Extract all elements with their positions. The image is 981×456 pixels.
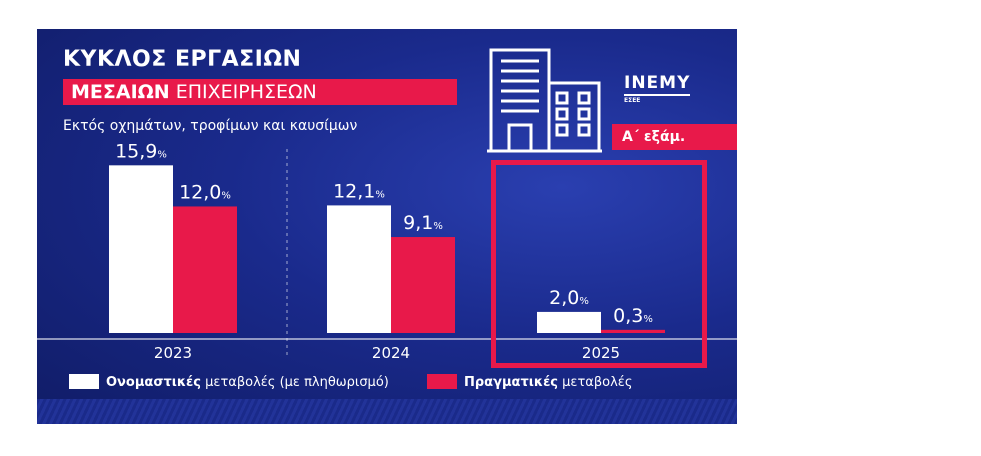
title: ΚΥΚΛΟΣ ΕΡΓΑΣΙΩΝ <box>63 47 302 72</box>
x-tick-label-2023: 2023 <box>154 344 192 362</box>
highlight-2025 <box>491 160 707 368</box>
data-label-2025-nominal: 2,0% <box>549 287 589 309</box>
data-label-2023-real: 12,0% <box>179 181 231 203</box>
legend-swatch-real <box>427 374 457 389</box>
logo-subtext: ΕΣΕΕ <box>624 97 690 104</box>
building-icon <box>487 48 602 153</box>
bar-2025-real <box>601 329 665 333</box>
subtitle-banner: ΜΕΣΑΙΩΝ ΕΠΙΧΕΙΡΗΣΕΩΝ <box>71 81 317 103</box>
legend-real-bold: Πραγματικές <box>464 375 559 390</box>
infographic-panel: ΚΥΚΛΟΣ ΕΡΓΑΣΙΩΝ ΜΕΣΑΙΩΝ ΕΠΙΧΕΙΡΗΣΕΩΝ Εκτ… <box>37 29 737 424</box>
x-tick-label-2025: 2025 <box>582 344 620 362</box>
legend-real-rest: μεταβολές <box>562 375 633 390</box>
inemy-logo: INEMY ΕΣΕΕ <box>624 73 691 104</box>
data-label-2023-nominal: 15,9% <box>115 140 167 162</box>
bar-2025-nominal <box>537 311 601 333</box>
chart-subtitle: Εκτός οχημάτων, τροφίμων και καυσίμων <box>63 118 358 134</box>
legend-nominal: Ονομαστικές μεταβολές (με πληθωρισμό) <box>69 374 389 390</box>
legend-swatch-nominal <box>69 374 99 389</box>
logo-org: ΕΣΕΕ <box>624 97 641 104</box>
data-label-2025-real: 0,3% <box>613 305 653 327</box>
bar-2023-nominal <box>109 165 173 333</box>
subtitle-rest: ΕΠΙΧΕΙΡΗΣΕΩΝ <box>175 81 317 103</box>
x-tick-label-2024: 2024 <box>372 344 410 362</box>
bar-chart: 15,9% 12,0% 2023 12,1% 9,1% 2024 2,0% 0,3% 2025 <box>37 140 737 362</box>
logo-text: INEMY <box>624 73 691 96</box>
subtitle-bold: ΜΕΣΑΙΩΝ <box>71 81 170 103</box>
bar-2024-nominal <box>327 205 391 333</box>
legend-nominal-bold: Ονομαστικές <box>106 375 201 390</box>
data-label-2024-nominal: 12,1% <box>333 180 385 202</box>
legend-real: Πραγματικές μεταβολές <box>427 374 632 390</box>
legend-nominal-rest: μεταβολές (με πληθωρισμό) <box>205 375 389 390</box>
period-badge: Α΄ εξάμ. <box>612 124 737 150</box>
title-bar <box>63 79 457 105</box>
bar-2024-real <box>391 237 455 333</box>
bar-2023-real <box>173 206 237 333</box>
bottom-stripe <box>37 399 737 424</box>
data-label-2024-real: 9,1% <box>403 212 443 234</box>
